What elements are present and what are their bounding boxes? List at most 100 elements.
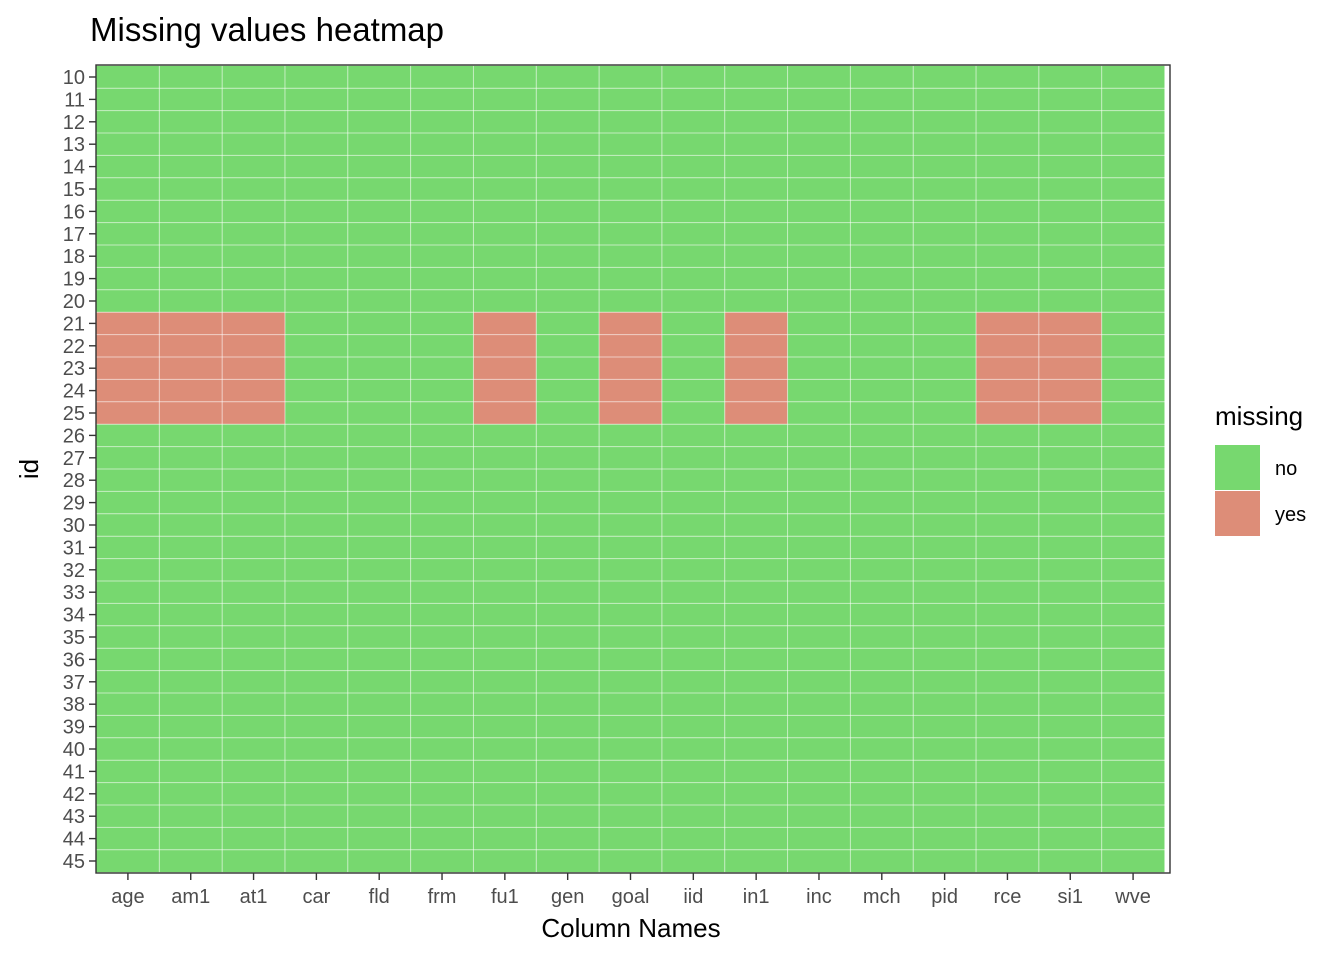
heatmap-cell-rce-20 [976,289,1039,313]
heatmap-cell-gen-24 [536,379,600,402]
heatmap-cell-pid-45 [913,849,977,873]
heatmap-cell-am1-31 [159,536,223,559]
heatmap-cell-car-21 [284,312,348,335]
heatmap-cell-am1-19 [159,267,223,290]
heatmap-cell-fu1-42 [473,782,537,805]
heatmap-cell-goal-12 [599,110,662,133]
heatmap-cell-fld-30 [347,513,411,537]
heatmap-cell-goal-29 [599,491,662,514]
x-tick-label: gen [551,886,584,908]
heatmap-cell-wve-43 [1101,805,1165,828]
heatmap-cell-iid-26 [661,424,725,447]
heatmap-cell-si1-42 [1038,782,1102,805]
heatmap-cell-in1-38 [724,693,788,716]
y-tick-label: 31 [63,537,85,559]
heatmap-cell-inc-29 [787,491,851,514]
heatmap-cell-gen-35 [536,625,600,649]
heatmap-cell-si1-18 [1038,245,1102,268]
heatmap-cell-frm-10 [410,65,474,89]
heatmap-cell-goal-13 [599,133,662,156]
heatmap-cell-goal-11 [599,88,662,111]
x-tick-label: wve [1114,886,1151,908]
heatmap-cell-fu1-10 [473,65,537,89]
heatmap-cell-pid-11 [913,88,977,111]
heatmap-cell-fld-43 [347,805,411,828]
heatmap-cell-inc-37 [787,670,851,693]
heatmap-cell-inc-21 [787,312,851,335]
heatmap-cell-frm-42 [410,782,474,805]
heatmap-cell-pid-10 [913,65,977,89]
heatmap-cell-am1-10 [159,65,223,89]
heatmap-cell-wve-45 [1101,849,1165,873]
heatmap-cell-si1-40 [1038,737,1102,761]
heatmap-cell-iid-14 [661,155,725,178]
heatmap-cell-inc-38 [787,693,851,716]
heatmap-cell-in1-18 [724,245,788,268]
y-tick-label: 32 [63,560,85,582]
heatmap-cell-goal-26 [599,424,662,447]
x-tick-label: age [111,886,144,908]
heatmap-cell-fld-20 [347,289,411,313]
heatmap-cell-si1-32 [1038,558,1102,581]
heatmap-cell-pid-39 [913,715,977,738]
heatmap-cell-fld-14 [347,155,411,178]
heatmap-cell-age-29 [96,491,160,514]
x-axis: age am1 at1 car fld frm fu1 gen goal iid in1 inc mch… [111,873,1151,908]
heatmap-cell-in1-10 [724,65,788,89]
heatmap-cell-pid-24 [913,379,977,402]
heatmap-cell-inc-34 [787,603,851,626]
heatmap-cell-at1-31 [222,536,285,559]
heatmap-cell-fld-17 [347,222,411,245]
heatmap-cell-fu1-12 [473,110,537,133]
heatmap-cell-am1-39 [159,715,223,738]
heatmap-cell-at1-35 [222,625,285,649]
heatmap-cell-inc-16 [787,200,851,223]
heatmap-cell-fld-42 [347,782,411,805]
heatmap-cell-fu1-37 [473,670,537,693]
heatmap-cell-gen-17 [536,222,600,245]
heatmap-cell-at1-33 [222,581,285,604]
heatmap-cell-mch-18 [850,245,914,268]
heatmap-cell-mch-30 [850,513,914,537]
heatmap-cell-am1-29 [159,491,223,514]
x-tick-label: si1 [1057,886,1083,908]
heatmap-cell-age-15 [96,177,160,201]
heatmap-cell-fld-13 [347,133,411,156]
heatmap-cell-goal-27 [599,446,662,469]
heatmap-cell-frm-19 [410,267,474,290]
heatmap-cell-at1-39 [222,715,285,738]
heatmap-cell-in1-22 [724,334,788,357]
heatmap-cell-pid-15 [913,177,977,201]
heatmap-cell-rce-42 [976,782,1039,805]
heatmap-cell-am1-41 [159,760,223,783]
heatmap-cell-mch-17 [850,222,914,245]
heatmap-cell-in1-27 [724,446,788,469]
heatmap-cell-iid-17 [661,222,725,245]
heatmap-cell-si1-31 [1038,536,1102,559]
heatmap-cell-pid-27 [913,446,977,469]
heatmap-cell-si1-44 [1038,827,1102,850]
heatmap-cell-at1-15 [222,177,285,201]
heatmap-cell-pid-28 [913,469,977,492]
heatmap-cell-age-35 [96,625,160,649]
heatmap-cell-si1-25 [1038,401,1102,425]
y-tick-label: 36 [63,649,85,671]
heatmap-cell-wve-15 [1101,177,1165,201]
heatmap-cell-gen-20 [536,289,600,313]
heatmap-cell-in1-14 [724,155,788,178]
heatmap-cell-pid-30 [913,513,977,537]
heatmap-cell-frm-11 [410,88,474,111]
heatmap-cell-rce-26 [976,424,1039,447]
heatmap-cell-fld-29 [347,491,411,514]
heatmap-cell-pid-35 [913,625,977,649]
heatmap-cell-in1-15 [724,177,788,201]
heatmap-cell-frm-28 [410,469,474,492]
heatmap-cell-fu1-30 [473,513,537,537]
heatmap-cell-at1-24 [222,379,285,402]
heatmap-cell-fu1-41 [473,760,537,783]
heatmap-cell-inc-25 [787,401,851,425]
heatmap-cell-wve-21 [1101,312,1165,335]
heatmap-cell-fld-28 [347,469,411,492]
heatmap-cell-mch-21 [850,312,914,335]
